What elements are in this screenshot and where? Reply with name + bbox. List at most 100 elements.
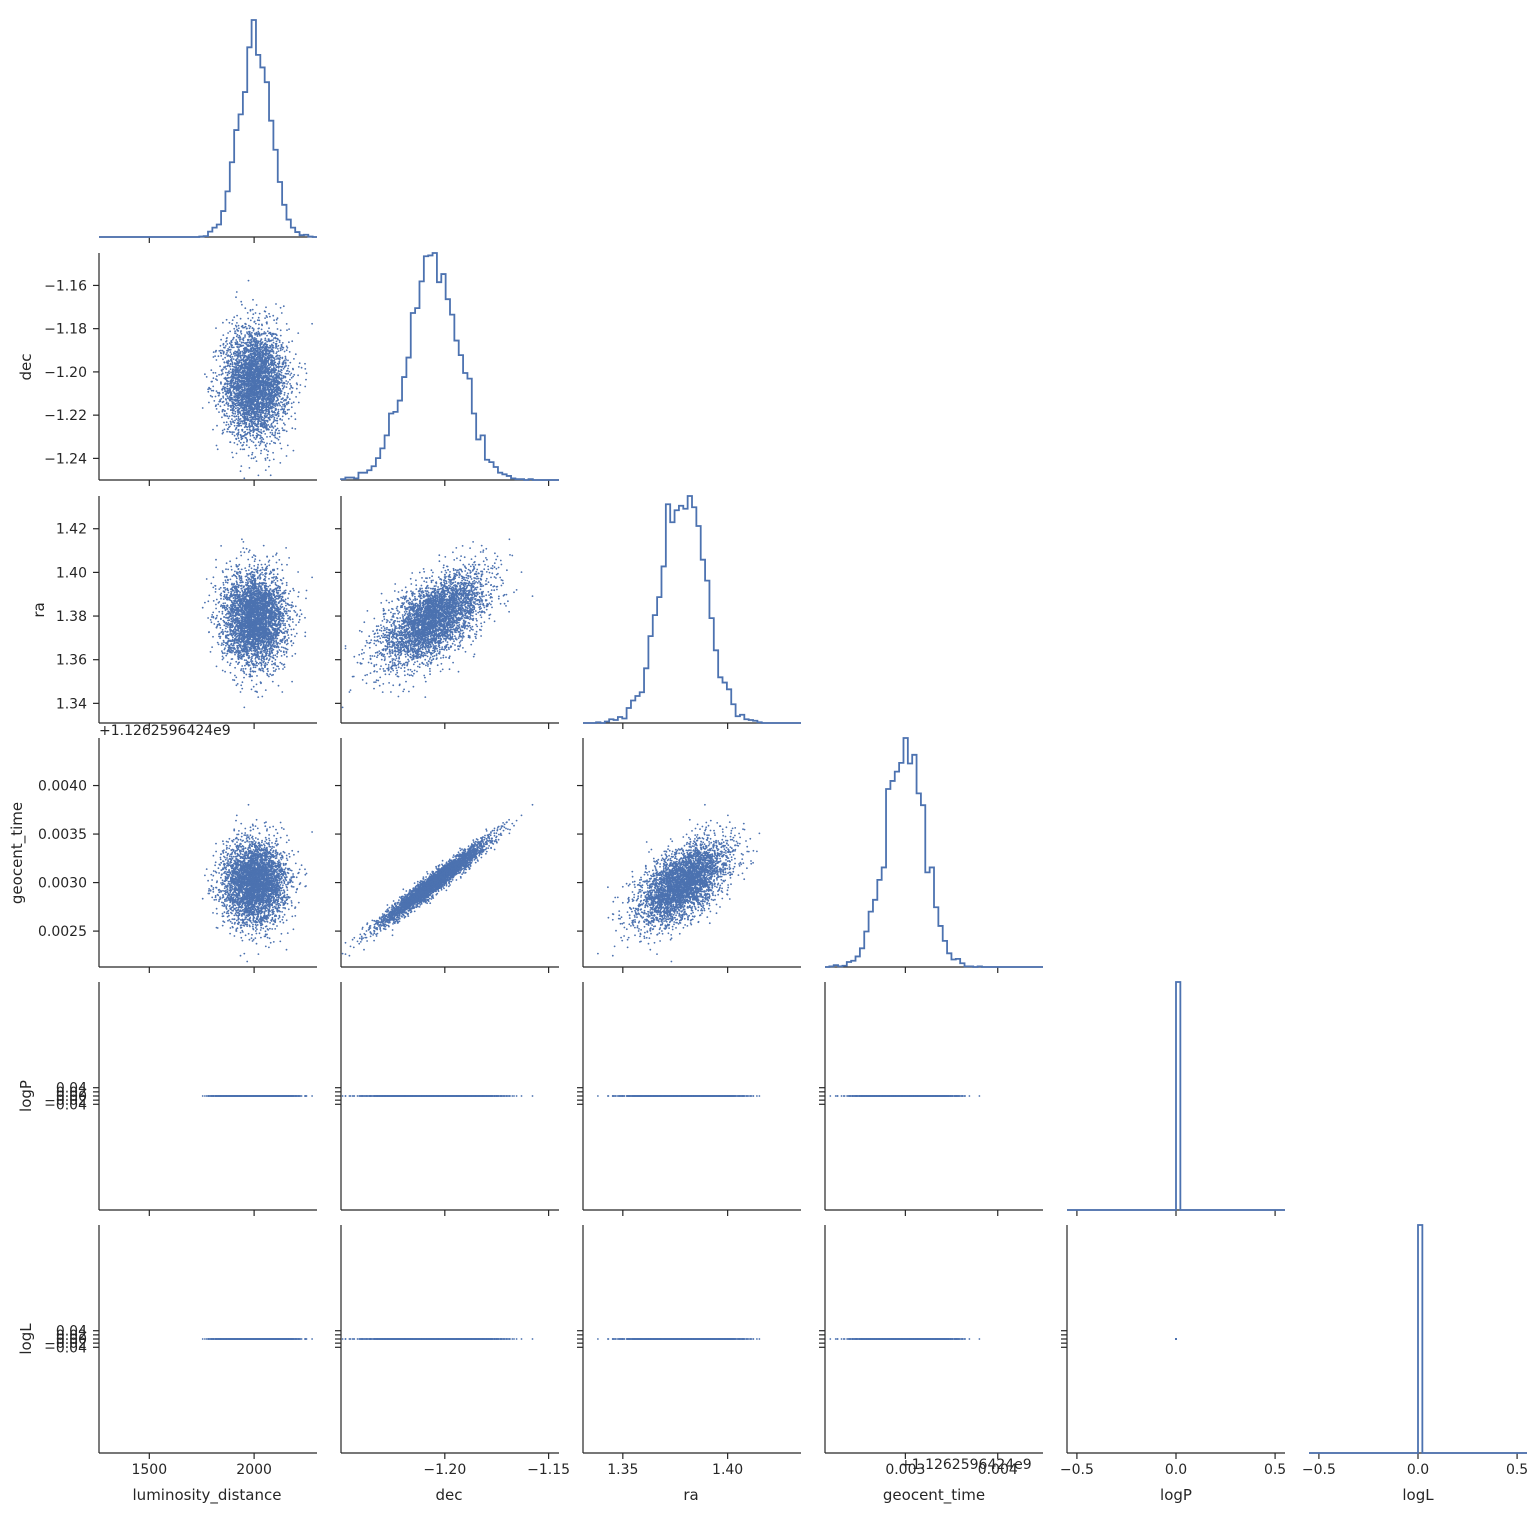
scatter-point bbox=[274, 425, 276, 427]
scatter-point bbox=[244, 334, 246, 336]
scatter-point bbox=[279, 355, 281, 357]
scatter-point bbox=[220, 350, 222, 352]
scatter-point bbox=[242, 423, 244, 425]
scatter-point bbox=[240, 437, 242, 439]
scatter-point bbox=[266, 436, 268, 438]
scatter-point bbox=[295, 418, 297, 420]
scatter-point bbox=[232, 412, 234, 414]
scatter-point bbox=[228, 360, 230, 362]
scatter-point bbox=[224, 404, 226, 406]
scatter-point bbox=[261, 334, 263, 336]
scatter-point bbox=[243, 442, 245, 444]
scatter-point bbox=[265, 444, 267, 446]
scatter-point bbox=[257, 328, 259, 330]
scatter-point bbox=[274, 414, 276, 416]
scatter-point bbox=[285, 380, 287, 382]
scatter-point bbox=[226, 401, 228, 403]
scatter-point bbox=[238, 337, 240, 339]
scatter-point bbox=[241, 342, 243, 344]
scatter-point bbox=[251, 347, 253, 349]
scatter-point bbox=[202, 407, 204, 409]
scatter-point bbox=[226, 395, 228, 397]
scatter-point bbox=[223, 401, 225, 403]
scatter-point bbox=[234, 355, 236, 357]
scatter-point bbox=[240, 301, 242, 303]
scatter-point bbox=[254, 456, 256, 458]
scatter-point bbox=[277, 433, 279, 435]
scatter-point bbox=[286, 413, 288, 415]
scatter-point bbox=[260, 453, 262, 455]
scatter-point bbox=[222, 392, 224, 394]
y-tick-label: −1.18 bbox=[44, 322, 87, 338]
scatter-point bbox=[258, 324, 260, 326]
scatter-point bbox=[218, 350, 220, 352]
scatter-point bbox=[230, 371, 232, 373]
scatter-point bbox=[272, 452, 274, 454]
scatter-point bbox=[248, 325, 250, 327]
scatter-point bbox=[259, 438, 261, 440]
scatter-point bbox=[287, 381, 289, 383]
scatter-point bbox=[280, 369, 282, 371]
scatter-point bbox=[283, 377, 285, 379]
scatter-point bbox=[275, 429, 277, 431]
scatter-points bbox=[202, 280, 313, 479]
scatter-point bbox=[283, 375, 285, 377]
scatter-point bbox=[261, 437, 263, 439]
scatter-point bbox=[247, 342, 249, 344]
scatter-point bbox=[252, 309, 254, 311]
scatter-point bbox=[217, 448, 219, 450]
scatter-point bbox=[226, 337, 228, 339]
scatter-point bbox=[232, 399, 234, 401]
scatter-point bbox=[300, 384, 302, 386]
scatter-point bbox=[287, 397, 289, 399]
scatter-point bbox=[249, 467, 251, 469]
scatter-point bbox=[270, 432, 272, 434]
scatter-point bbox=[274, 431, 276, 433]
scatter-point bbox=[237, 334, 239, 336]
scatter-point bbox=[259, 313, 261, 315]
scatter-point bbox=[264, 317, 266, 319]
scatter-point bbox=[284, 394, 286, 396]
scatter-point bbox=[234, 363, 236, 365]
scatter-point bbox=[264, 339, 266, 341]
scatter-point bbox=[278, 361, 280, 363]
scatter-point bbox=[274, 433, 276, 435]
scatter-point bbox=[213, 356, 215, 358]
scatter-point bbox=[279, 405, 281, 407]
scatter-point bbox=[298, 402, 300, 404]
scatter-point bbox=[218, 395, 220, 397]
scatter-point bbox=[249, 327, 251, 329]
scatter-point bbox=[226, 421, 228, 423]
scatter-point bbox=[208, 402, 210, 404]
scatter-point bbox=[237, 435, 239, 437]
scatter-point bbox=[241, 438, 243, 440]
scatter-point bbox=[286, 349, 288, 351]
scatter-point bbox=[250, 320, 252, 322]
scatter-point bbox=[284, 376, 286, 378]
scatter-point bbox=[230, 368, 232, 370]
scatter-point bbox=[276, 322, 278, 324]
scatter-point bbox=[260, 450, 262, 452]
scatter-point bbox=[242, 416, 244, 418]
scatter-point bbox=[274, 412, 276, 414]
scatter-point bbox=[255, 323, 257, 325]
scatter-point bbox=[281, 427, 283, 429]
scatter-point bbox=[213, 377, 215, 379]
scatter-point bbox=[275, 338, 277, 340]
scatter-point bbox=[242, 449, 244, 451]
scatter-point bbox=[291, 377, 293, 379]
scatter-point bbox=[216, 445, 218, 447]
scatter-point bbox=[251, 440, 253, 442]
scatter-point bbox=[273, 435, 275, 437]
scatter-point bbox=[263, 417, 265, 419]
scatter-point bbox=[212, 390, 214, 392]
scatter-point bbox=[234, 435, 236, 437]
scatter-point bbox=[255, 438, 257, 440]
scatter-point bbox=[289, 362, 291, 364]
scatter-point bbox=[251, 458, 253, 460]
panels-layer: −1.24−1.22−1.20−1.18−1.161.341.361.381.4… bbox=[38, 20, 1528, 1478]
scatter-point bbox=[224, 429, 226, 431]
scatter-point bbox=[291, 392, 293, 394]
scatter-point bbox=[225, 424, 227, 426]
scatter-point bbox=[251, 332, 253, 334]
